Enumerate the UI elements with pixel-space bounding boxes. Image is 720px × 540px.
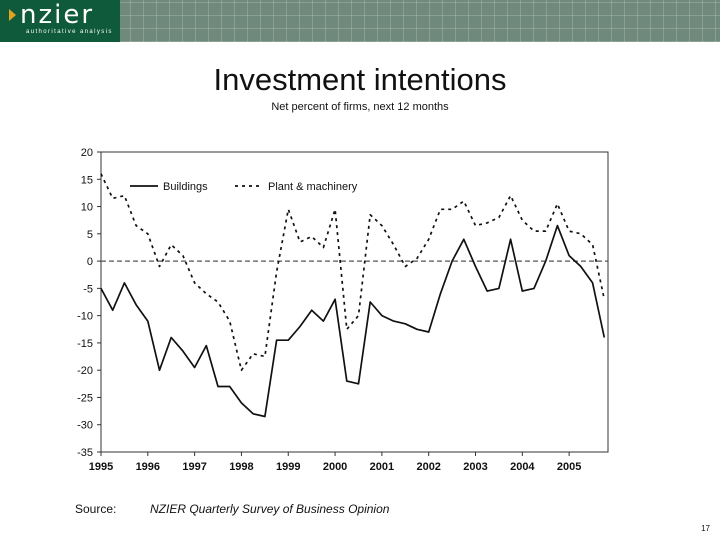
nzier-logo[interactable]: nzier authoritative analysis bbox=[0, 0, 120, 42]
y-tick-label: 0 bbox=[87, 256, 93, 268]
x-tick-label: 1997 bbox=[182, 461, 206, 473]
y-tick-label: -15 bbox=[77, 338, 93, 350]
x-tick-label: 2000 bbox=[323, 461, 347, 473]
x-tick-label: 2002 bbox=[416, 461, 440, 473]
y-tick-label: 5 bbox=[87, 229, 93, 241]
logo-arrow-icon bbox=[9, 9, 16, 21]
source-text: NZIER Quarterly Survey of Business Opini… bbox=[150, 502, 390, 516]
plot-frame bbox=[100, 151, 609, 453]
x-tick-label: 2005 bbox=[557, 461, 581, 473]
logo-tagline: authoritative analysis bbox=[26, 29, 113, 35]
x-tick-label: 1995 bbox=[89, 461, 113, 473]
y-tick-label: 10 bbox=[81, 202, 93, 214]
y-tick-label: 20 bbox=[81, 147, 93, 159]
header-banner bbox=[0, 0, 720, 42]
logo-text: nzier bbox=[20, 0, 95, 30]
series-line-plant-machinery bbox=[100, 173, 606, 372]
y-tick-label: -25 bbox=[77, 392, 93, 404]
slide-subtitle: Net percent of firms, next 12 months bbox=[271, 101, 449, 113]
page-number: 17 bbox=[701, 524, 710, 533]
y-tick-label: 15 bbox=[81, 174, 93, 186]
source-label: Source: bbox=[75, 502, 117, 516]
slide-title: Investment intentions bbox=[213, 62, 507, 97]
x-tick-label: 2004 bbox=[510, 461, 535, 473]
y-tick-label: -35 bbox=[77, 447, 93, 459]
x-tick-label: 2003 bbox=[463, 461, 487, 473]
x-tick-label: 1996 bbox=[136, 461, 160, 473]
x-tick-label: 1999 bbox=[276, 461, 300, 473]
legend-label-buildings: Buildings bbox=[163, 181, 208, 193]
series-line-buildings bbox=[100, 224, 606, 418]
x-tick-label: 2001 bbox=[370, 461, 394, 473]
y-tick-label: -30 bbox=[77, 420, 93, 432]
legend-label-plant-machinery: Plant & machinery bbox=[268, 181, 358, 193]
y-tick-label: -5 bbox=[83, 283, 93, 295]
x-tick-label: 1998 bbox=[229, 461, 253, 473]
y-tick-label: -10 bbox=[77, 311, 93, 323]
y-tick-label: -20 bbox=[77, 365, 93, 377]
